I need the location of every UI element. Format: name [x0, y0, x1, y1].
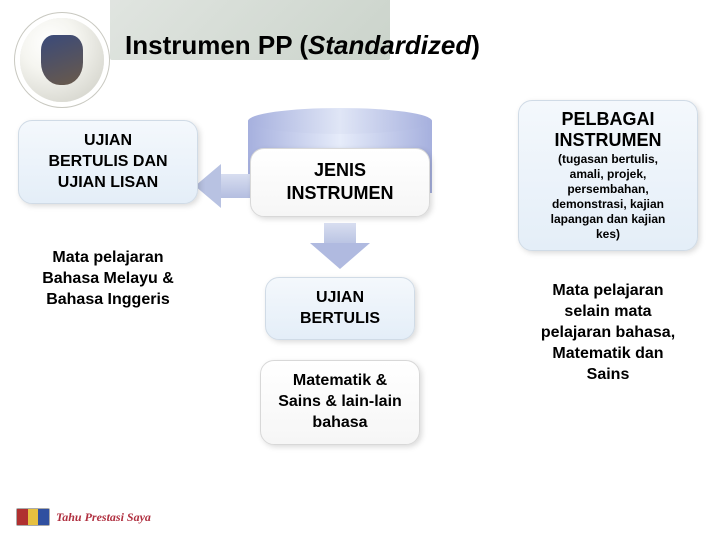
box-matematik-sains: Matematik & Sains & lain-lain bahasa — [260, 360, 420, 444]
text-line: BERTULIS DAN — [27, 152, 189, 173]
text-line: pelajaran bahasa, — [526, 323, 690, 344]
text-line: PELBAGAI — [525, 109, 691, 130]
text-line: INSTRUMEN — [259, 182, 421, 205]
column-center: JENIS INSTRUMEN UJIAN BERTULIS Matematik… — [250, 110, 430, 445]
medallion-figure — [41, 35, 83, 85]
footer: Tahu Prestasi Saya — [16, 508, 151, 526]
text-line: Bahasa Melayu & — [26, 269, 190, 290]
box-ujian-bertulis-lisan: UJIAN BERTULIS DAN UJIAN LISAN — [18, 120, 198, 204]
text-line: Sains & lain-lain — [269, 392, 411, 413]
box-mata-pelajaran-right: Mata pelajaran selain mata pelajaran bah… — [518, 271, 698, 395]
arrow-left — [195, 164, 253, 208]
column-right: PELBAGAI INSTRUMEN (tugasan bertulis, am… — [518, 100, 698, 395]
logo-pbs — [16, 508, 50, 526]
box-pelbagai-instrumen: PELBAGAI INSTRUMEN (tugasan bertulis, am… — [518, 100, 698, 251]
text-line: Bahasa Inggeris — [26, 290, 190, 311]
tagline: Tahu Prestasi Saya — [56, 510, 151, 525]
title-italic: Standardized — [308, 30, 471, 60]
box-mata-pelajaran-left: Mata pelajaran Bahasa Melayu & Bahasa In… — [18, 238, 198, 320]
text-line: UJIAN LISAN — [27, 173, 189, 194]
text-line: BERTULIS — [274, 309, 406, 330]
text-line: Sains — [526, 365, 690, 386]
header-medallion — [20, 18, 104, 102]
text-line: UJIAN — [274, 288, 406, 309]
text-line: JENIS — [259, 159, 421, 182]
text-line: Mata pelajaran — [526, 281, 690, 302]
text-line: Matematik & — [269, 371, 411, 392]
text-line: INSTRUMEN — [525, 130, 691, 151]
text-line: Mata pelajaran — [26, 248, 190, 269]
text-line: demonstrasi, kajian — [525, 197, 691, 212]
text-line: (tugasan bertulis, — [525, 152, 691, 167]
slide-header: Instrumen PP (Standardized) — [0, 0, 720, 80]
text-line: Matematik dan — [526, 344, 690, 365]
box-ujian-bertulis: UJIAN BERTULIS — [265, 277, 415, 341]
text-line: persembahan, — [525, 182, 691, 197]
title-prefix: Instrumen PP ( — [125, 30, 308, 60]
column-left: UJIAN BERTULIS DAN UJIAN LISAN Mata pela… — [18, 120, 198, 321]
text-line: lapangan dan kajian — [525, 212, 691, 227]
text-line: bahasa — [269, 413, 411, 434]
text-line: amali, projek, — [525, 167, 691, 182]
slide-title: Instrumen PP (Standardized) — [125, 30, 480, 61]
box-jenis-instrumen: JENIS INSTRUMEN — [250, 148, 430, 217]
text-line: kes) — [525, 227, 691, 242]
text-line: UJIAN — [27, 131, 189, 152]
title-suffix: ) — [471, 30, 480, 60]
text-line: selain mata — [526, 302, 690, 323]
arrow-down-1 — [300, 223, 380, 271]
